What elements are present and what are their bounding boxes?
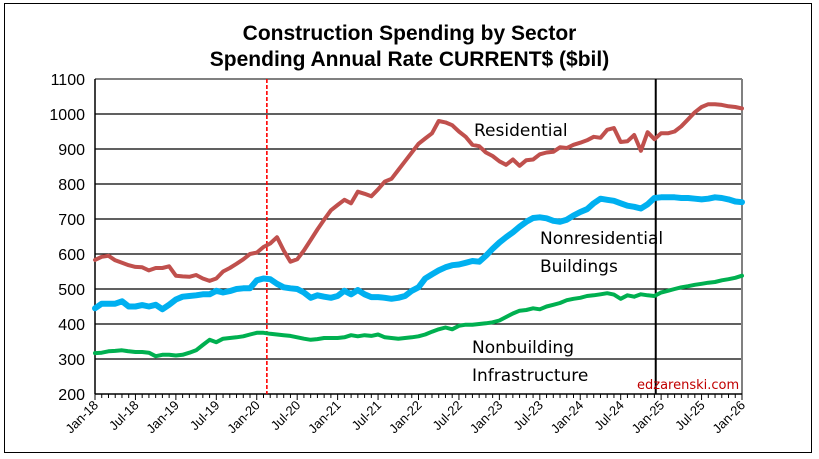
x-tick-label: Jul-25 [672, 398, 708, 434]
series-label: Buildings [540, 257, 618, 277]
x-tick-label: Jan-21 [305, 398, 344, 437]
y-tick-label: 900 [58, 142, 85, 159]
x-tick-label: Jul-21 [349, 398, 385, 434]
series-label: Nonbuilding [472, 338, 574, 358]
y-tick-label: 1100 [51, 72, 86, 89]
y-tick-label: 400 [58, 317, 85, 334]
x-tick-label: Jan-26 [709, 398, 748, 437]
y-tick-label: 200 [58, 387, 85, 404]
y-tick-label: 600 [58, 247, 85, 264]
x-tick-label: Jan-19 [143, 398, 182, 437]
x-tick-label: Jul-24 [591, 398, 627, 434]
series-label: Nonresidential [540, 229, 663, 249]
x-tick-label: Jul-19 [187, 398, 223, 434]
y-tick-label: 300 [58, 352, 85, 369]
x-tick-label: Jul-22 [429, 398, 465, 434]
x-tick-label: Jan-25 [629, 398, 668, 437]
y-tick-label: 800 [58, 177, 85, 194]
chart-title: Construction Spending by Sector [242, 22, 577, 45]
chart-subtitle: Spending Annual Rate CURRENT$ ($bil) [209, 48, 610, 71]
x-tick-label: Jan-24 [548, 398, 587, 437]
x-tick-label: Jan-20 [224, 398, 263, 437]
series-line-nonresidential-buildings [92, 194, 745, 313]
watermark: edzarenski.com [637, 378, 739, 393]
y-tick-label: 500 [58, 282, 85, 299]
y-axis-ticks: 200 300 400 500 600 700 800 900 1000 1100 [49, 72, 85, 404]
y-tick-label: 700 [58, 212, 85, 229]
reference-lines [266, 79, 657, 394]
x-tick-label: Jul-18 [106, 398, 142, 434]
x-tick-label: Jan-23 [467, 398, 506, 437]
series-label: Residential [474, 121, 568, 141]
x-tick-label: Jul-23 [510, 398, 546, 434]
series-lines [92, 102, 745, 359]
x-tick-label: Jan-22 [386, 398, 425, 437]
series-label: Infrastructure [472, 366, 588, 386]
series-labels: Residential Nonresidential Buildings Nonbui… [472, 121, 663, 386]
x-tick-label: Jul-20 [268, 398, 304, 434]
y-tick-label: 1000 [49, 107, 85, 124]
